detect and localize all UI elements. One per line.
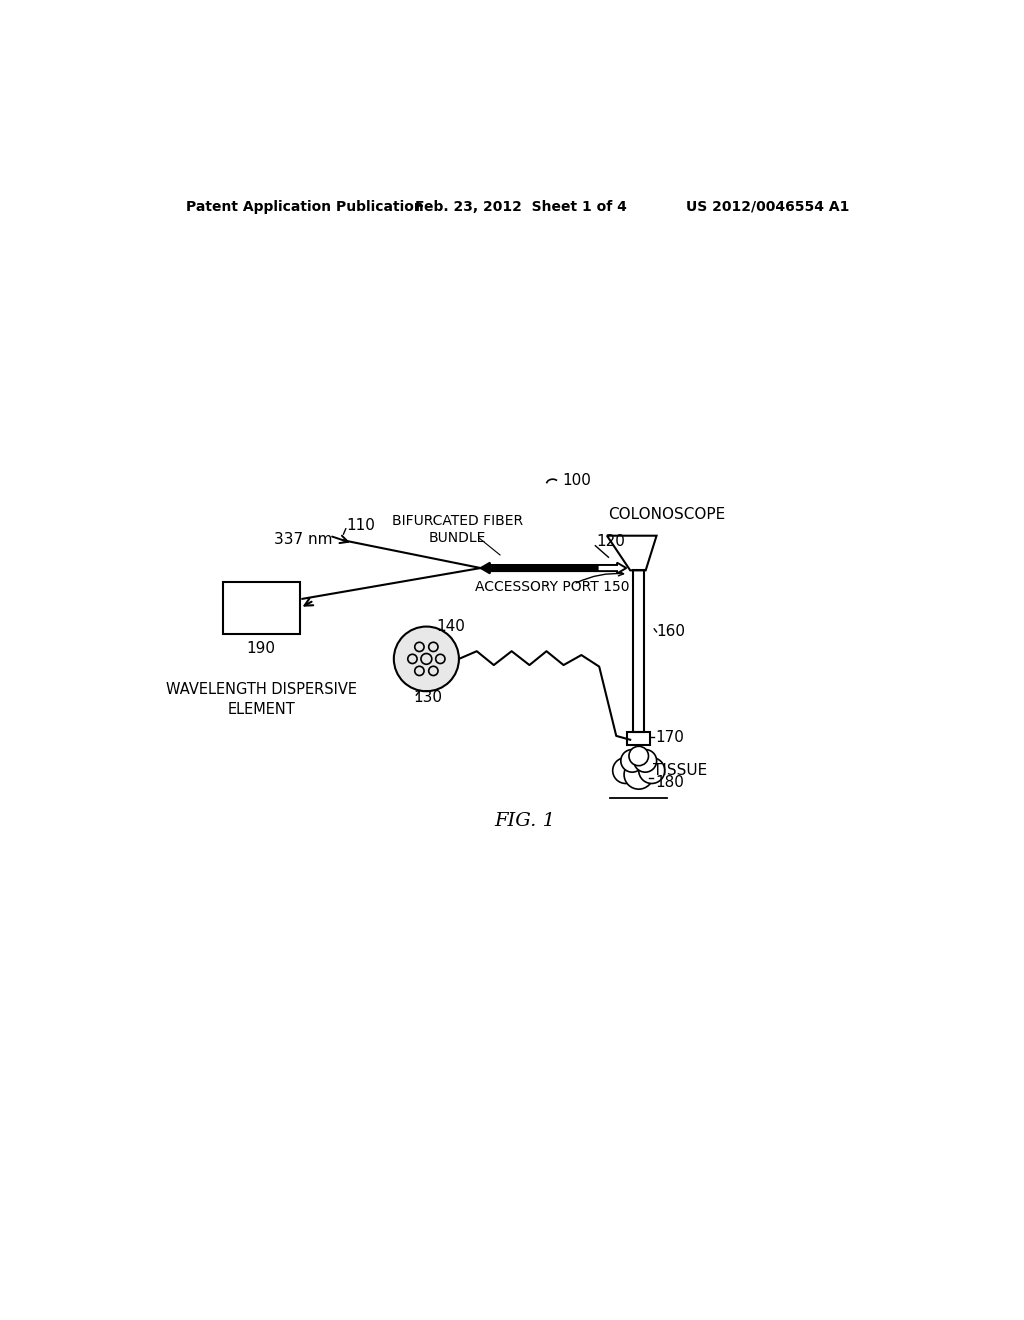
Circle shape xyxy=(629,746,648,766)
Text: 120: 120 xyxy=(596,533,625,549)
Text: Feb. 23, 2012  Sheet 1 of 4: Feb. 23, 2012 Sheet 1 of 4 xyxy=(415,199,627,214)
Text: 337 nm: 337 nm xyxy=(273,532,332,546)
Text: 140: 140 xyxy=(436,619,465,634)
Circle shape xyxy=(394,627,459,692)
Text: FIG. 1: FIG. 1 xyxy=(495,812,555,829)
Text: 170: 170 xyxy=(655,730,684,744)
Text: WAVELENGTH DISPERSIVE
ELEMENT: WAVELENGTH DISPERSIVE ELEMENT xyxy=(166,682,356,717)
Text: Patent Application Publication: Patent Application Publication xyxy=(186,199,424,214)
Polygon shape xyxy=(598,562,627,573)
Text: US 2012/0046554 A1: US 2012/0046554 A1 xyxy=(686,199,849,214)
Text: 110: 110 xyxy=(346,519,376,533)
Text: 160: 160 xyxy=(656,624,685,639)
Text: TISSUE: TISSUE xyxy=(653,763,708,777)
Text: 100: 100 xyxy=(562,473,591,488)
Circle shape xyxy=(634,750,656,772)
Text: ACCESSORY PORT 150: ACCESSORY PORT 150 xyxy=(475,579,630,594)
Polygon shape xyxy=(480,562,596,573)
Circle shape xyxy=(639,758,665,784)
Text: 180: 180 xyxy=(655,775,685,789)
Text: 130: 130 xyxy=(414,690,442,705)
Bar xyxy=(222,582,300,635)
Circle shape xyxy=(612,758,639,784)
Text: COLONOSCOPE: COLONOSCOPE xyxy=(608,507,726,521)
Text: BIFURCATED FIBER
BUNDLE: BIFURCATED FIBER BUNDLE xyxy=(392,513,523,545)
Circle shape xyxy=(624,760,653,789)
Text: 190: 190 xyxy=(247,640,275,656)
Circle shape xyxy=(621,750,644,772)
